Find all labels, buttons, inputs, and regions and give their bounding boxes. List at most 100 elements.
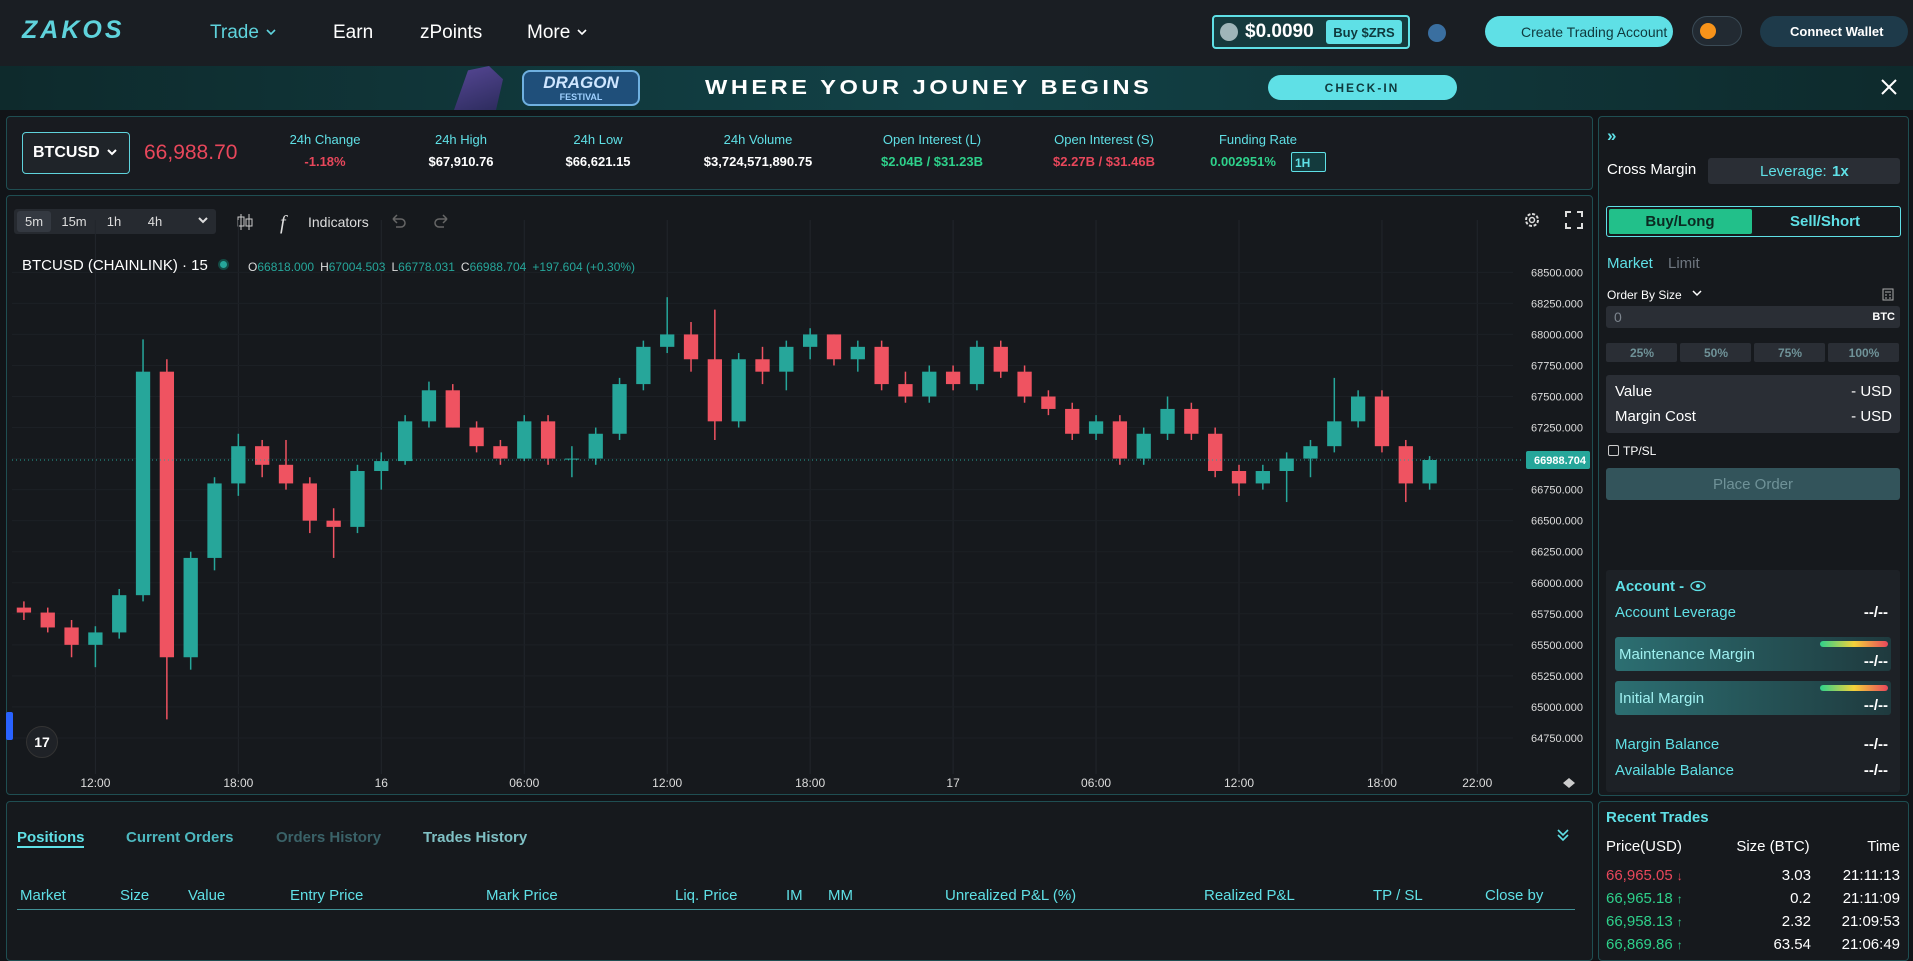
candle-body: [469, 428, 483, 447]
x-tick-label: 18:00: [1367, 776, 1397, 790]
candle-body: [279, 465, 293, 484]
leverage-label[interactable]: Leverage:: [1760, 164, 1827, 179]
sell-label[interactable]: Sell/Short: [1790, 214, 1860, 229]
last-price-label: 66988.704: [1534, 455, 1587, 467]
y-tick-label: 67250.000: [1531, 423, 1583, 435]
candle-body: [184, 558, 198, 657]
candle-body: [136, 372, 150, 595]
candle-body: [636, 347, 650, 384]
trade-arrow: ↑: [1677, 939, 1683, 951]
ticker-bar: [6, 116, 1593, 190]
candle-body: [1256, 471, 1270, 483]
order-type-market[interactable]: Market: [1607, 256, 1653, 271]
logo[interactable]: ZAKOS: [22, 18, 125, 43]
nav-item[interactable]: More: [527, 23, 570, 42]
position-tab[interactable]: Current Orders: [126, 830, 234, 845]
candle-body: [1351, 397, 1365, 422]
x-tick-label: 16: [375, 776, 389, 790]
order-type-limit[interactable]: Limit: [1668, 256, 1700, 271]
token-icon: [1220, 23, 1238, 41]
position-tab[interactable]: Positions: [17, 830, 85, 845]
x-tick-label: 12:00: [652, 776, 682, 790]
candle-body: [1327, 421, 1341, 446]
trade-time: 21:06:49: [1842, 937, 1900, 952]
side-handle[interactable]: [6, 712, 13, 740]
nav-item[interactable]: Trade: [210, 23, 259, 42]
buy-label[interactable]: Buy/Long: [1645, 214, 1714, 229]
funding-interval[interactable]: 1H: [1295, 157, 1310, 169]
candle-body: [1208, 434, 1222, 471]
candle-body: [541, 421, 555, 458]
candle-body: [1280, 459, 1294, 471]
percent-label[interactable]: 100%: [1849, 347, 1880, 359]
status-dot: [218, 259, 229, 270]
ohlc-key: O: [248, 261, 257, 273]
trade-arrow: ↑: [1677, 916, 1683, 928]
create-account-label[interactable]: Create Trading Account: [1521, 25, 1667, 39]
interval[interactable]: 5m: [25, 215, 43, 228]
ohlc-value: 67004.503: [329, 261, 386, 273]
position-tab[interactable]: Orders History: [276, 830, 381, 845]
calculator-icon[interactable]: [1882, 288, 1894, 301]
symbol[interactable]: BTCUSD: [33, 145, 100, 161]
theme-toggle[interactable]: [1428, 24, 1446, 42]
tpsl-label[interactable]: TP/SL: [1623, 445, 1656, 457]
candle-body: [994, 347, 1008, 372]
ohlc-value: 66818.000: [257, 261, 314, 273]
nav-caret: [577, 29, 587, 37]
leverage-value[interactable]: 1x: [1832, 164, 1849, 179]
interval[interactable]: 15m: [61, 215, 86, 228]
connect-wallet-label[interactable]: Connect Wallet: [1790, 25, 1883, 38]
percent-label[interactable]: 25%: [1630, 347, 1654, 359]
candle-body: [326, 521, 340, 527]
y-tick-label: 66500.000: [1531, 516, 1583, 528]
size-placeholder[interactable]: 0: [1614, 310, 1622, 324]
trade-price: 66,965.18: [1606, 891, 1673, 906]
close-banner[interactable]: [1880, 78, 1898, 96]
candle-body: [803, 334, 817, 346]
ohlc-change: +197.604 (+0.30%): [532, 261, 635, 273]
column-header: Realized P&L: [1204, 888, 1295, 903]
toggle-visibility[interactable]: [1690, 580, 1706, 592]
tpsl-checkbox[interactable]: [1608, 445, 1619, 456]
candle-body: [207, 483, 221, 557]
trades-header: Price(USD): [1606, 839, 1682, 854]
candle-body: [684, 334, 698, 359]
tv-logo-mark: 17: [34, 735, 50, 749]
candle-body: [898, 384, 912, 396]
collapse-panel[interactable]: »: [1607, 127, 1616, 144]
size-mode[interactable]: Order By Size: [1607, 289, 1682, 301]
collapse-positions[interactable]: [1556, 828, 1570, 842]
trade-price: 66,965.05: [1606, 868, 1673, 883]
column-header: Mark Price: [486, 888, 558, 903]
account-title: Account -: [1615, 579, 1684, 594]
candle-body: [612, 384, 626, 434]
trade-size: 3.03: [1782, 868, 1811, 883]
column-header: IM: [786, 888, 803, 903]
y-tick-label: 66250.000: [1531, 547, 1583, 559]
x-tick-label: 12:00: [80, 776, 110, 790]
percent-label[interactable]: 50%: [1704, 347, 1728, 359]
margin-mode[interactable]: Cross Margin: [1607, 162, 1696, 177]
checkin-label[interactable]: CHECK-IN: [1325, 82, 1400, 94]
buy-token-label[interactable]: Buy $ZRS: [1333, 26, 1394, 39]
nav-item[interactable]: zPoints: [420, 23, 482, 42]
account-value: --/--: [1864, 763, 1888, 778]
place-order-label[interactable]: Place Order: [1713, 477, 1793, 492]
candle-body: [1303, 446, 1317, 458]
candle-body: [17, 608, 31, 613]
percent-label[interactable]: 75%: [1778, 347, 1802, 359]
trade-size: 2.32: [1782, 914, 1811, 929]
position-tab[interactable]: Trades History: [423, 830, 527, 845]
column-header: Entry Price: [290, 888, 363, 903]
stat-value: $2.04B / $31.23B: [881, 155, 983, 168]
nav-item[interactable]: Earn: [333, 23, 373, 42]
candle-body: [517, 421, 531, 458]
trade-size: 63.54: [1773, 937, 1811, 952]
size-input[interactable]: [1606, 306, 1900, 328]
interval[interactable]: 1h: [107, 215, 121, 228]
interval[interactable]: 4h: [148, 215, 162, 228]
candle-body: [303, 483, 317, 520]
trades-header: Time: [1867, 839, 1900, 854]
